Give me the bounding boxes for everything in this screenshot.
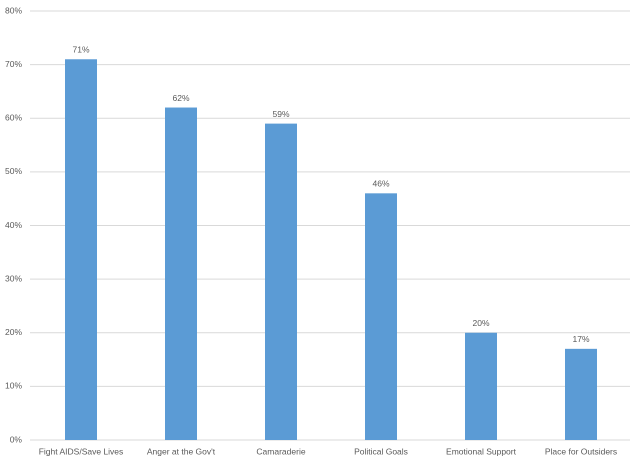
data-label: 59% [272,109,289,119]
y-tick-label: 20% [5,327,22,337]
bar [265,123,297,441]
x-tick-label: Fight AIDS/Save Lives [39,446,124,456]
data-label: 71% [72,45,89,55]
data-label: 62% [172,93,189,103]
x-tick-label: Place for Outsiders [545,446,617,456]
y-tick-label: 40% [5,220,22,230]
y-tick-label: 70% [5,59,22,69]
bar [465,332,497,440]
bar [65,59,97,440]
y-tick-label: 50% [5,166,22,176]
x-tick-label: Camaraderie [256,446,305,456]
x-tick-label: Political Goals [354,446,408,456]
y-tick-label: 80% [5,5,22,15]
y-tick-label: 30% [5,273,22,283]
y-tick-label: 60% [5,113,22,123]
data-label: 46% [372,179,389,189]
bar [565,348,597,440]
y-tick-label: 0% [10,434,23,444]
data-label: 17% [572,334,589,344]
x-tick-label: Anger at the Gov't [147,446,216,456]
bar [165,107,197,441]
y-tick-label: 10% [5,381,22,391]
x-tick-label: Emotional Support [446,446,517,456]
bar [365,193,397,440]
data-label: 20% [472,318,489,328]
